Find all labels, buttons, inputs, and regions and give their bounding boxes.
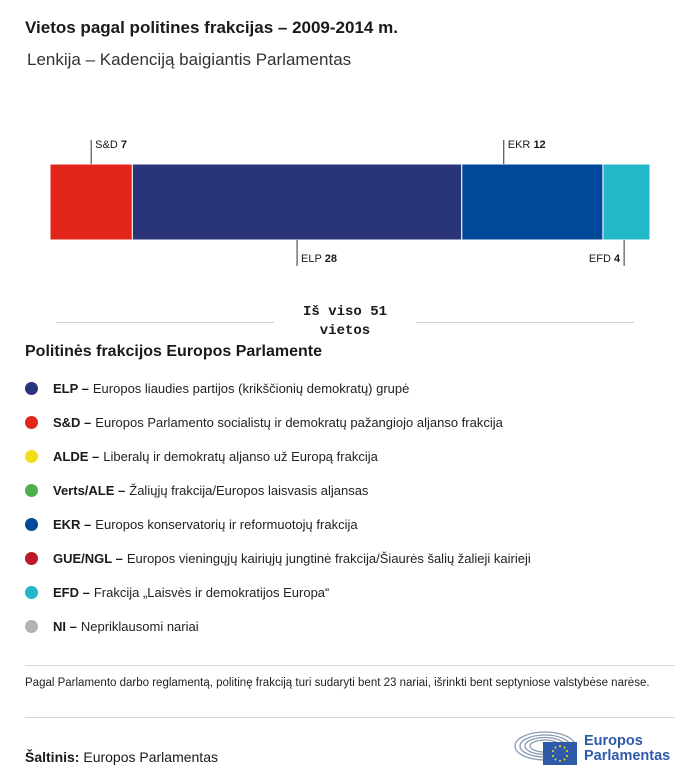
stacked-bar-chart: S&D 7 ELP 28 EKR 12 EFD 4 <box>49 139 651 266</box>
legend-abbr: EFD – <box>53 584 90 600</box>
legend-desc: Europos liaudies partijos (krikščionių d… <box>92 380 410 396</box>
legend-item: GUE/NGL – Europos vieningųjų kairiųjų jun… <box>25 541 531 575</box>
legend-item: ALDE – Liberalų ir demokratų aljanso už E… <box>25 439 531 473</box>
data-label-efd: EFD 4 <box>589 253 621 265</box>
legend-desc: Europos konservatorių ir reformuotojų fr… <box>95 516 358 532</box>
legend-item: Verts/ALE – Žaliųjų frakcija/Europos lais… <box>25 473 531 507</box>
legend-item: EKR – Europos konservatorių ir reformuoto… <box>25 507 531 541</box>
total-seats: Iš viso 51 vietos <box>56 303 634 343</box>
chart-subtitle: Lenkija – Kadenciją baigiantis Parlament… <box>27 50 352 69</box>
legend-abbr: EKR – <box>53 516 92 532</box>
note-divider-top <box>25 665 675 666</box>
legend-dot-icon <box>25 415 38 429</box>
divider-left <box>56 322 274 323</box>
source: Šaltinis: Europos Parlamentas <box>25 749 218 765</box>
legend-abbr: S&D – <box>53 414 92 430</box>
legend-desc: Nepriklausomi nariai <box>80 618 199 634</box>
legend: ELP – Europos liaudies partijos (krikščio… <box>25 371 531 643</box>
legend-item: EFD – Frakcija „Laisvės ir demokratijos E… <box>25 575 531 609</box>
legend-abbr: ELP – <box>53 380 89 396</box>
legend-abbr: ALDE – <box>53 448 100 464</box>
data-label-ekr: EKR 12 <box>508 139 546 151</box>
legend-desc: Žaliųjų frakcija/Europos laisvasis aljan… <box>129 482 369 498</box>
parliament-hemicycle-icon <box>514 731 577 765</box>
legend-desc: Europos Parlamento socialistų ir demokra… <box>95 414 503 430</box>
ep-logo: Europos Parlamentas <box>513 728 678 768</box>
legend-dot-icon <box>25 619 38 633</box>
data-label-elp: ELP 28 <box>301 253 337 265</box>
legend-dot-icon <box>25 381 38 395</box>
legend-item: ELP – Europos liaudies partijos (krikščio… <box>25 371 531 405</box>
legend-abbr: GUE/NGL – <box>53 550 123 566</box>
logo-text: Europos Parlamentas <box>584 734 670 764</box>
logo-line2: Parlamentas <box>584 748 671 764</box>
chart-title: Vietos pagal politines frakcijas – 2009-… <box>25 18 398 37</box>
legend-item: NI – Nepriklausomi nariai <box>25 609 531 643</box>
legend-abbr: Verts/ALE – <box>53 482 126 498</box>
bar-segment-s-d <box>49 163 133 241</box>
bar-segment-ekr <box>461 163 604 241</box>
legend-dot-icon <box>25 483 38 497</box>
total-seats-label: Iš viso 51 vietos <box>302 304 387 339</box>
data-label-s-d: S&D 7 <box>95 139 127 151</box>
legend-item: S&D – Europos Parlamento socialistų ir de… <box>25 405 531 439</box>
divider-right <box>416 322 634 323</box>
legend-dot-icon <box>25 449 38 463</box>
bar-segment-elp <box>131 163 463 241</box>
source-value: Europos Parlamentas <box>83 749 218 765</box>
legend-desc: Europos vieningųjų kairiųjų jungtinė fra… <box>126 550 531 566</box>
note-divider-bottom <box>25 717 675 718</box>
legend-desc: Frakcija „Laisvės ir demokratijos Europa… <box>93 584 330 600</box>
source-label: Šaltinis: <box>25 749 80 765</box>
legend-desc: Liberalų ir demokratų aljanso už Europą … <box>103 448 378 464</box>
legend-dot-icon <box>25 517 38 531</box>
legend-dot-icon <box>25 585 38 599</box>
legend-title: Politinės frakcijos Europos Parlamente <box>25 343 322 360</box>
rules-note: Pagal Parlamento darbo reglamentą, polit… <box>25 677 650 689</box>
logo-line1: Europos <box>584 733 643 749</box>
bar-segment-efd <box>602 163 651 241</box>
legend-dot-icon <box>25 551 38 565</box>
legend-abbr: NI – <box>53 618 77 634</box>
